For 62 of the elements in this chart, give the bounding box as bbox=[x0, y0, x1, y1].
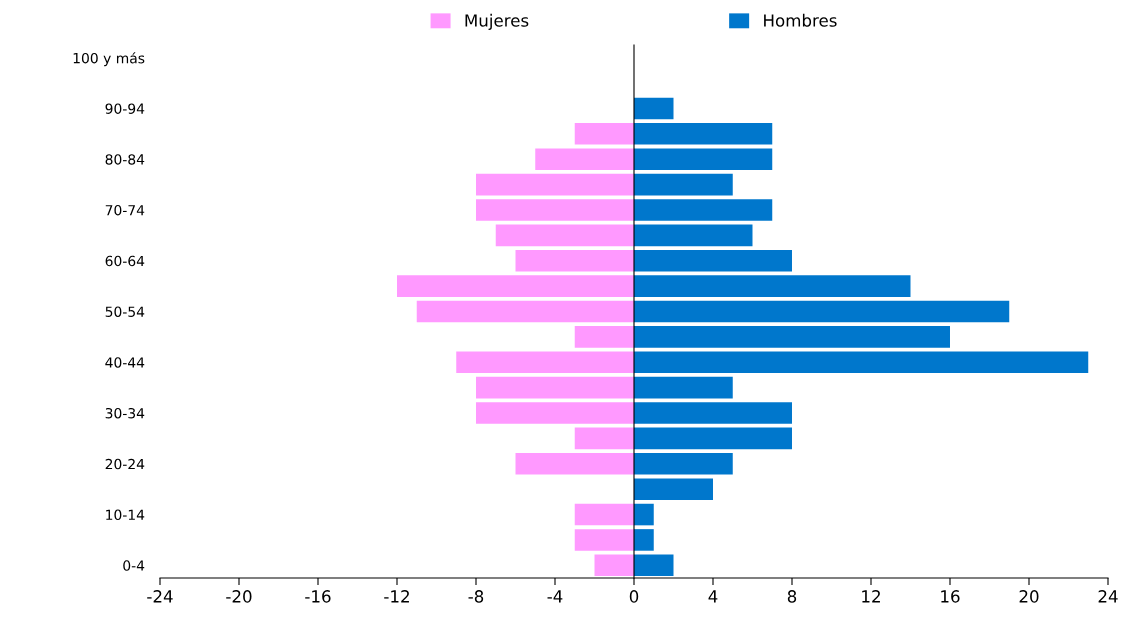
y-tick-label: 80-84 bbox=[105, 154, 145, 165]
bar bbox=[515, 249, 634, 272]
bar bbox=[574, 123, 634, 145]
y-tick-label: 40-44 bbox=[105, 357, 145, 368]
bar bbox=[634, 173, 733, 196]
bar bbox=[634, 326, 950, 348]
x-tick-label: 16 bbox=[941, 590, 960, 603]
y-tick-label: 0-4 bbox=[123, 560, 145, 571]
bar bbox=[594, 554, 634, 577]
x-tick-label: -8 bbox=[468, 590, 484, 603]
x-tick-label: 20 bbox=[1019, 590, 1039, 603]
y-tick-label: 100 y más bbox=[73, 52, 145, 67]
bar bbox=[574, 503, 634, 526]
bar bbox=[574, 427, 634, 450]
legend-label: Mujeres bbox=[465, 13, 529, 30]
bar bbox=[634, 97, 674, 120]
legend-label: Hombres bbox=[764, 13, 837, 27]
y-tick-label: 50-54 bbox=[105, 306, 145, 317]
bar bbox=[634, 529, 654, 551]
x-tick-label: 4 bbox=[708, 590, 718, 603]
bar bbox=[634, 402, 792, 424]
bar bbox=[634, 123, 773, 145]
bar bbox=[634, 453, 733, 475]
bar bbox=[476, 402, 634, 424]
y-tick-label: 10-14 bbox=[106, 509, 145, 521]
bar bbox=[634, 376, 733, 399]
y-tick-label: 20-24 bbox=[105, 458, 145, 470]
x-tick-label: -20 bbox=[226, 590, 252, 603]
bar bbox=[535, 148, 634, 170]
bar bbox=[634, 351, 1089, 374]
y-tick-label: 70-74 bbox=[105, 204, 145, 216]
bar bbox=[515, 453, 634, 475]
x-tick-label: -4 bbox=[547, 590, 563, 603]
bar bbox=[634, 554, 674, 577]
bar bbox=[634, 275, 911, 297]
x-tick-label: 8 bbox=[787, 590, 797, 603]
x-tick-label: 12 bbox=[862, 590, 880, 603]
bar bbox=[476, 173, 634, 196]
bar bbox=[634, 224, 753, 247]
bar bbox=[574, 326, 634, 348]
bar bbox=[476, 376, 634, 399]
y-tick-label: 90-94 bbox=[105, 103, 145, 114]
bar bbox=[476, 199, 634, 221]
bar bbox=[574, 529, 634, 551]
bar bbox=[634, 300, 1010, 323]
bar bbox=[634, 148, 773, 170]
y-tick-label: 30-34 bbox=[105, 407, 145, 419]
bar bbox=[634, 249, 792, 272]
y-tick-label: 60-64 bbox=[105, 255, 145, 267]
bar bbox=[634, 199, 773, 221]
bar bbox=[495, 224, 634, 247]
x-tick-label: -24 bbox=[147, 590, 173, 603]
bar bbox=[397, 275, 634, 297]
bar bbox=[456, 351, 634, 374]
x-tick-label: 24 bbox=[1098, 590, 1118, 603]
x-tick-label: -12 bbox=[384, 590, 409, 603]
bar bbox=[634, 478, 713, 500]
bar bbox=[634, 503, 654, 526]
bar bbox=[634, 427, 792, 450]
x-tick-label: -16 bbox=[305, 590, 331, 603]
bar bbox=[416, 300, 634, 323]
x-tick-label: 0 bbox=[629, 590, 639, 603]
